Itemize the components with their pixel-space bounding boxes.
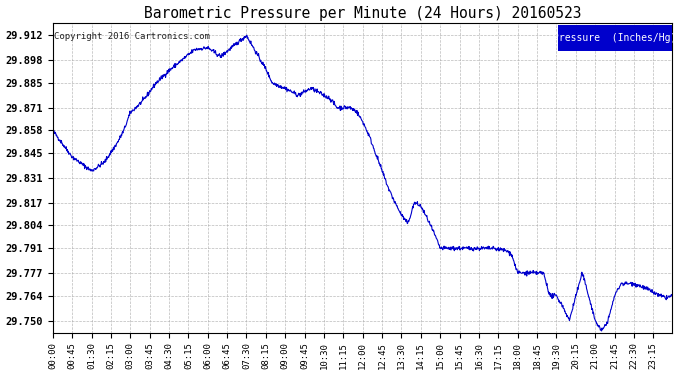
Text: Copyright 2016 Cartronics.com: Copyright 2016 Cartronics.com — [54, 32, 210, 41]
Title: Barometric Pressure per Minute (24 Hours) 20160523: Barometric Pressure per Minute (24 Hours… — [144, 6, 581, 21]
